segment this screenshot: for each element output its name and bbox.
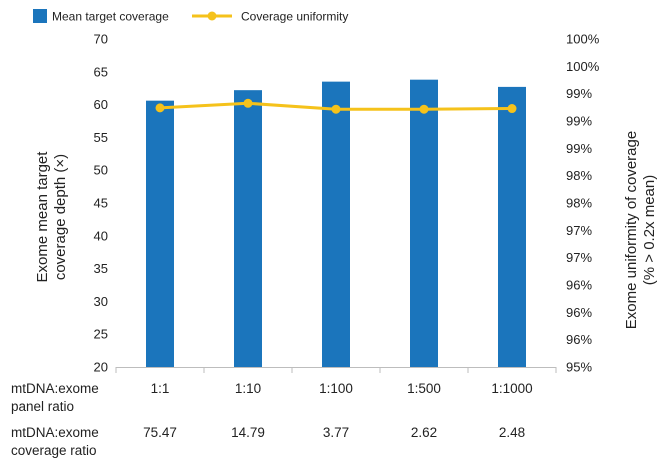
bar-1-1 [146, 100, 174, 367]
table-cell: 1:1 [151, 381, 170, 396]
table-row-label-line: coverage ratio [11, 443, 97, 458]
y-tick-label: 60 [94, 97, 108, 112]
table-cell: 75.47 [143, 425, 177, 440]
y2-tick-label: 98% [566, 168, 592, 183]
legend-line-marker [207, 11, 217, 21]
bar-1-500 [410, 79, 438, 367]
table-cell: 14.79 [231, 425, 265, 440]
bar-1-1000 [498, 86, 526, 367]
y-tick-label: 40 [94, 228, 108, 243]
y-axis-title-line: coverage depth (×) [52, 154, 69, 280]
uniformity-point-1-1 [155, 103, 165, 113]
legend-line-label: Coverage uniformity [241, 10, 348, 24]
table-cell: 1:100 [319, 381, 353, 396]
y-axis-title-line: Exome mean target [34, 151, 51, 283]
table-cell: 2.62 [411, 425, 437, 440]
uniformity-point-1-500 [419, 104, 429, 114]
y2-tick-label: 100% [566, 32, 600, 47]
y2-tick-label: 99% [566, 141, 592, 156]
y2-tick-label: 95% [566, 360, 592, 375]
table-cell: 3.77 [323, 425, 349, 440]
table-cell: 1:10 [235, 381, 261, 396]
table-cell: 1:500 [407, 381, 441, 396]
y-tick-label: 65 [94, 64, 108, 79]
y2-tick-label: 97% [566, 223, 592, 238]
legend-bar-swatch [33, 9, 47, 23]
y2-tick-label: 99% [566, 114, 592, 129]
uniformity-point-1-10 [243, 98, 253, 108]
y2-axis-title-line: (% > 0.2x mean) [641, 175, 657, 285]
uniformity-point-1-100 [331, 104, 341, 114]
y2-tick-label: 96% [566, 332, 592, 347]
table-row-label-line: mtDNA:exome [11, 381, 99, 396]
y2-tick-label: 97% [566, 250, 592, 265]
y2-tick-label: 99% [566, 86, 592, 101]
y-tick-label: 25 [94, 327, 108, 342]
y-tick-label: 30 [94, 294, 108, 309]
table-row-label-line: mtDNA:exome [11, 425, 99, 440]
y-tick-label: 50 [94, 163, 108, 178]
y2-tick-label: 96% [566, 305, 592, 320]
y2-tick-label: 100% [566, 59, 600, 74]
y-tick-label: 45 [94, 196, 108, 211]
bar-1-10 [234, 90, 262, 367]
uniformity-point-1-1000 [507, 104, 517, 114]
y-tick-label: 55 [94, 130, 108, 145]
y-tick-label: 20 [94, 360, 108, 375]
table-cell: 1:1000 [491, 381, 532, 396]
y2-tick-label: 98% [566, 196, 592, 211]
bar-1-100 [322, 81, 350, 367]
y2-axis-title-line: Exome uniformity of coverage [623, 131, 640, 329]
table-cell: 2.48 [499, 425, 525, 440]
y-tick-label: 35 [94, 261, 108, 276]
legend-bar-label: Mean target coverage [52, 10, 169, 24]
y-tick-label: 70 [94, 32, 108, 47]
table-row-label-line: panel ratio [11, 399, 74, 414]
y2-tick-label: 96% [566, 278, 592, 293]
